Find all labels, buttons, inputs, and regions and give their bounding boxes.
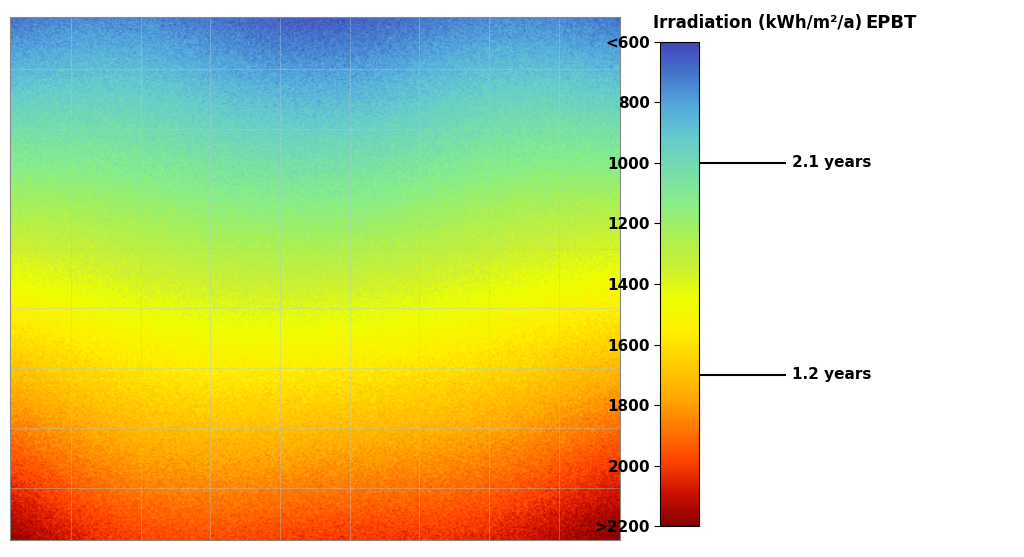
Text: EPBT: EPBT: [865, 14, 916, 32]
Text: Irradiation (kWh/m²/a): Irradiation (kWh/m²/a): [653, 14, 862, 32]
Text: 1.2 years: 1.2 years: [792, 368, 871, 383]
Text: 2.1 years: 2.1 years: [792, 155, 871, 170]
